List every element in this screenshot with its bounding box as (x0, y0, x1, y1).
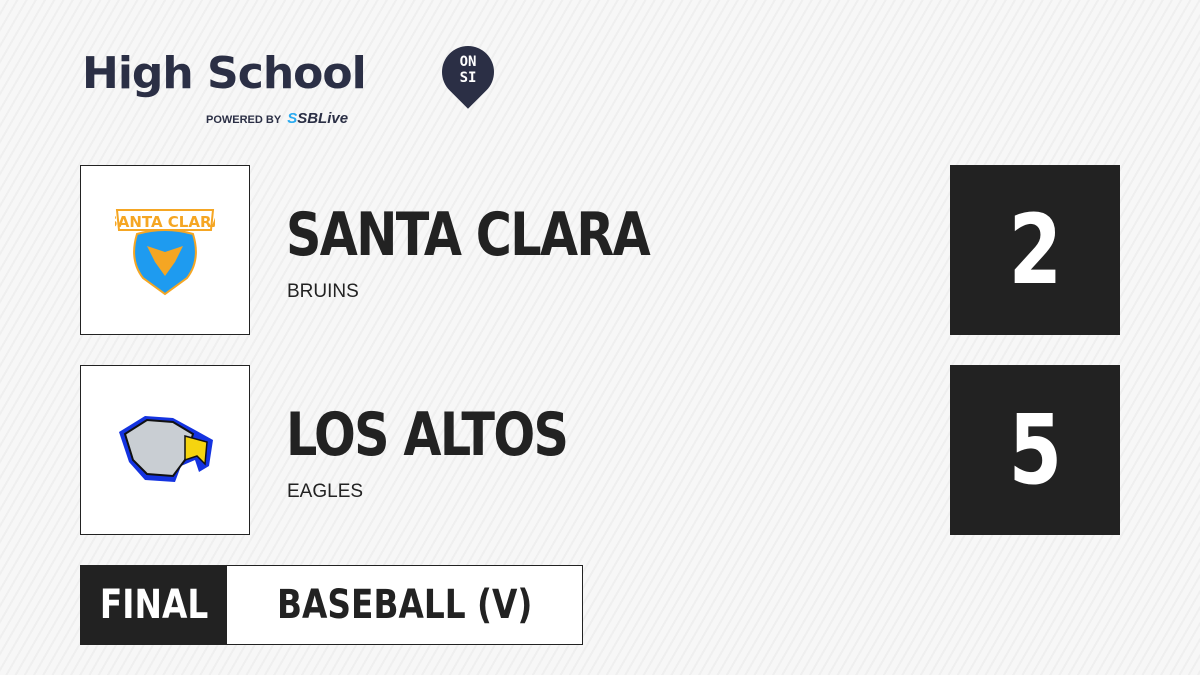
sport-label: BASEBALL (V) (277, 582, 533, 628)
team-name: SANTA CLARA (286, 200, 651, 270)
brand-badge: ON SI (459, 54, 477, 86)
powered-by: POWERED BY SSBLive (206, 110, 349, 127)
brand-title: High School (82, 48, 367, 99)
game-status-bar: FINAL BASEBALL (V) (80, 565, 584, 645)
team-mascot: BRUINS (287, 281, 359, 302)
team-score: 5 (950, 365, 1120, 535)
team-name: LOS ALTOS (286, 400, 569, 470)
team-score: 2 (950, 165, 1120, 335)
high-school-on-si-logo: High School ON SI POWERED BY SSBLive (82, 35, 505, 127)
team-logo-los-altos (80, 365, 250, 535)
game-state: FINAL (81, 566, 227, 644)
team-mascot: EAGLES (287, 481, 364, 502)
svg-text:SANTA CLARA: SANTA CLARA (115, 213, 215, 231)
team-logo-santa-clara: SANTA CLARA (80, 165, 250, 335)
